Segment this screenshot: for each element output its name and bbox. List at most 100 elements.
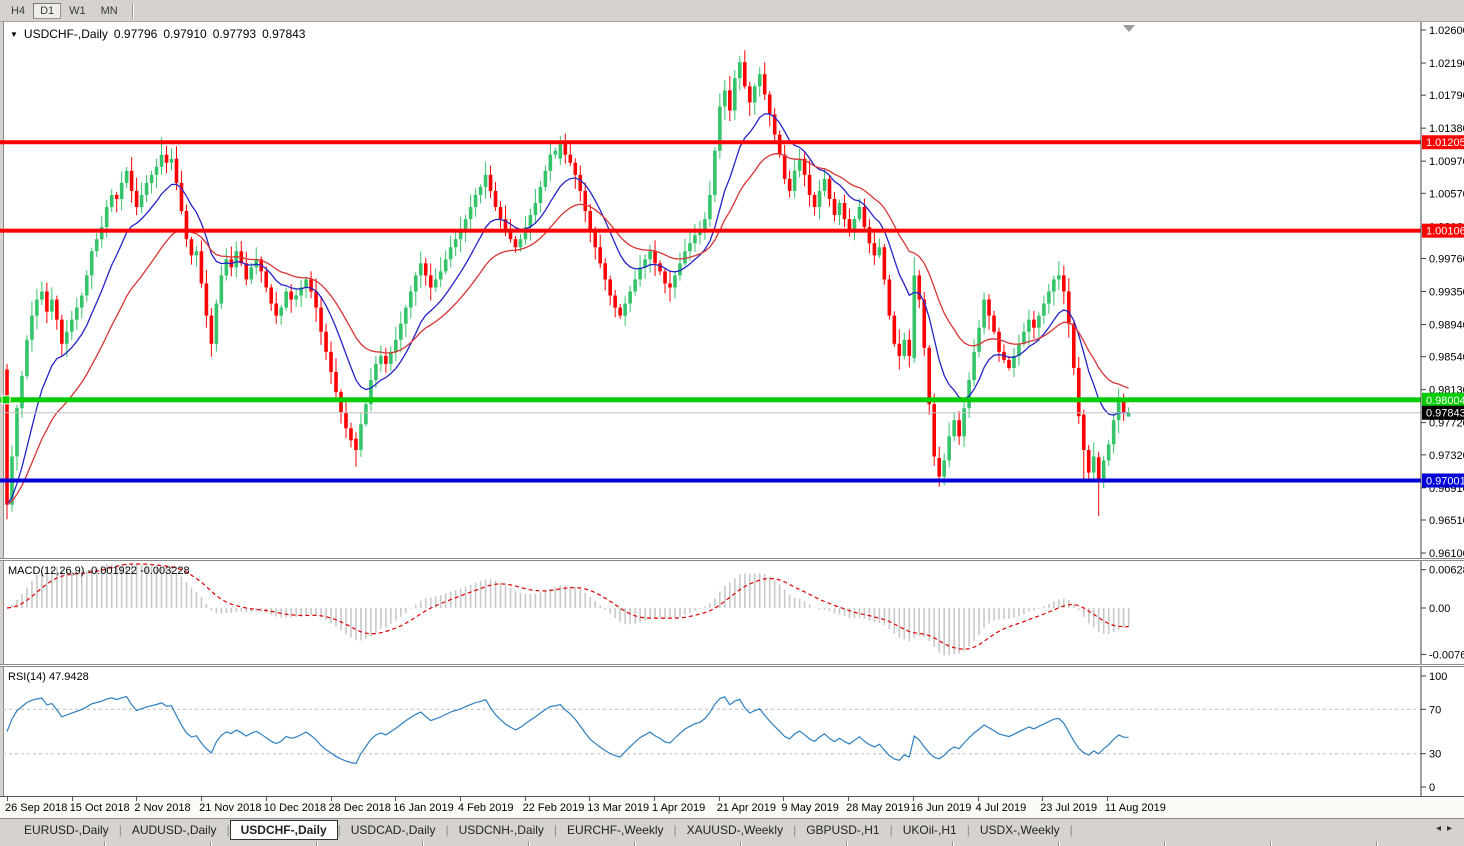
candle bbox=[294, 288, 298, 307]
symbol-tab-usdcnh-daily[interactable]: USDCNH-,Daily bbox=[458, 823, 544, 837]
time-tick bbox=[848, 797, 850, 801]
time-tick bbox=[330, 797, 332, 801]
symbol-tab-audusd-daily[interactable]: AUDUSD-,Daily bbox=[131, 823, 217, 837]
line-drag-handle[interactable] bbox=[1, 395, 11, 405]
timeframe-button-d1[interactable]: D1 bbox=[33, 2, 62, 19]
tab-scroll-right-icon[interactable]: ▸ bbox=[1446, 823, 1458, 834]
candle bbox=[1052, 275, 1056, 306]
candle bbox=[70, 310, 74, 341]
candle bbox=[1027, 309, 1031, 345]
ema-slow-line[interactable] bbox=[6, 153, 1129, 506]
candle bbox=[638, 255, 642, 287]
candle bbox=[1101, 456, 1106, 489]
candle bbox=[144, 175, 149, 203]
candle bbox=[733, 69, 737, 121]
symbol-tab-xauusd-weekly[interactable]: XAUUSD-,Weekly bbox=[686, 823, 784, 837]
macd-histogram bbox=[11, 564, 1130, 656]
panel-splitter[interactable] bbox=[0, 664, 1464, 667]
time-tick bbox=[718, 797, 720, 801]
tab-scroll-left-icon[interactable]: ◂ bbox=[1435, 823, 1447, 834]
candle bbox=[772, 108, 777, 141]
timeframe-button-mn[interactable]: MN bbox=[93, 2, 125, 19]
symbol-tab-usdcad-daily[interactable]: USDCAD-,Daily bbox=[350, 823, 436, 837]
candle bbox=[438, 257, 443, 288]
candle bbox=[25, 335, 29, 380]
candle bbox=[413, 272, 418, 306]
time-tick bbox=[1042, 797, 1044, 801]
candle bbox=[483, 162, 488, 199]
candle bbox=[1012, 347, 1016, 378]
candle bbox=[827, 175, 832, 207]
candle bbox=[244, 251, 249, 286]
chart-shift-marker[interactable] bbox=[1123, 25, 1135, 32]
time-tick-label: 13 Mar 2019 bbox=[587, 802, 650, 814]
tab-separator: | bbox=[226, 823, 230, 837]
time-tick-label: 10 Dec 2018 bbox=[263, 802, 327, 814]
candle bbox=[737, 55, 742, 91]
panel-splitter[interactable] bbox=[0, 558, 1464, 561]
candle bbox=[224, 248, 229, 281]
price-chart-panel[interactable]: 1.02600 1.02190 1.01790 1.01380 1.00970 1.005… bbox=[0, 22, 1464, 558]
time-tick-label: 4 Jul 2019 bbox=[975, 802, 1027, 814]
candle bbox=[169, 148, 174, 171]
symbol-tab-usdchf-daily[interactable]: USDCHF-,Daily bbox=[229, 820, 338, 840]
time-tick bbox=[201, 797, 203, 801]
candle bbox=[678, 252, 682, 281]
candle bbox=[987, 294, 991, 330]
current-price-label bbox=[1422, 405, 1464, 420]
symbol-tab-row: EURUSD-,Daily | AUDUSD-,Daily | USDCHF-,Dail… bbox=[0, 819, 1464, 841]
timeframe-button-w1[interactable]: W1 bbox=[62, 2, 93, 19]
candle bbox=[947, 422, 951, 468]
candle bbox=[837, 199, 842, 226]
candle bbox=[334, 358, 338, 399]
candle bbox=[528, 208, 533, 241]
chart-menu-caret-icon[interactable]: ▼ bbox=[10, 29, 18, 39]
horizontal-line-0.98004[interactable] bbox=[0, 397, 1421, 403]
svg-text:0.97843: 0.97843 bbox=[1426, 408, 1464, 420]
ema-fast-line[interactable] bbox=[6, 113, 1129, 506]
time-tick-label: 21 Apr 2019 bbox=[716, 802, 777, 814]
time-tick-label: 21 Nov 2018 bbox=[199, 802, 262, 814]
time-tick bbox=[783, 797, 785, 801]
macd-tick-label: 0.006286 bbox=[1429, 565, 1464, 577]
candle bbox=[404, 305, 408, 338]
candle bbox=[822, 167, 827, 197]
candle bbox=[872, 230, 877, 265]
candle bbox=[79, 292, 84, 319]
timeframe-button-h4[interactable]: H4 bbox=[4, 2, 33, 19]
candle bbox=[458, 216, 463, 253]
candle bbox=[279, 304, 283, 325]
tab-scroll-arrows: ◂▸ bbox=[1436, 823, 1458, 834]
svg-text:0.97001: 0.97001 bbox=[1426, 475, 1464, 487]
symbol-tab-ukoil-h1[interactable]: UKOil-,H1 bbox=[902, 823, 957, 837]
candle bbox=[30, 301, 34, 352]
symbol-tab-usdx-weekly[interactable]: USDX-,Weekly bbox=[979, 823, 1060, 837]
horizontal-line-1.01205[interactable] bbox=[0, 140, 1421, 145]
candle bbox=[952, 412, 956, 442]
time-axis[interactable]: 26 Sep 2018 15 Oct 2018 2 Nov 2018 21 Nov 2… bbox=[0, 796, 1464, 818]
macd-label: MACD(12,26,9) -0.001922 -0.003228 bbox=[8, 565, 190, 577]
time-tick-label: 11 Aug 2019 bbox=[1104, 802, 1166, 814]
symbol-tab-eurchf-weekly[interactable]: EURCHF-,Weekly bbox=[567, 823, 664, 837]
candles-layer bbox=[5, 50, 1131, 520]
candle bbox=[648, 245, 652, 273]
symbol-tab-gbpusd-h1[interactable]: GBPUSD-,H1 bbox=[806, 823, 880, 837]
candle bbox=[354, 432, 358, 467]
price-tick-label: 1.00970 bbox=[1429, 156, 1464, 168]
candle bbox=[548, 141, 553, 182]
horizontal-line-1.00106[interactable] bbox=[0, 228, 1421, 233]
candle bbox=[204, 269, 209, 328]
symbol-tab-eurusd-daily[interactable]: EURUSD-,Daily bbox=[24, 823, 109, 837]
candle bbox=[852, 216, 857, 241]
candle bbox=[1081, 409, 1086, 481]
time-tick-label: 2 Nov 2018 bbox=[134, 802, 191, 814]
candle bbox=[862, 198, 867, 231]
candle bbox=[109, 188, 114, 213]
horizontal-line-0.97001[interactable] bbox=[0, 478, 1421, 483]
rsi-tick-label: 70 bbox=[1429, 704, 1441, 716]
candle bbox=[812, 192, 817, 216]
candle bbox=[179, 170, 184, 215]
candle bbox=[618, 303, 622, 319]
